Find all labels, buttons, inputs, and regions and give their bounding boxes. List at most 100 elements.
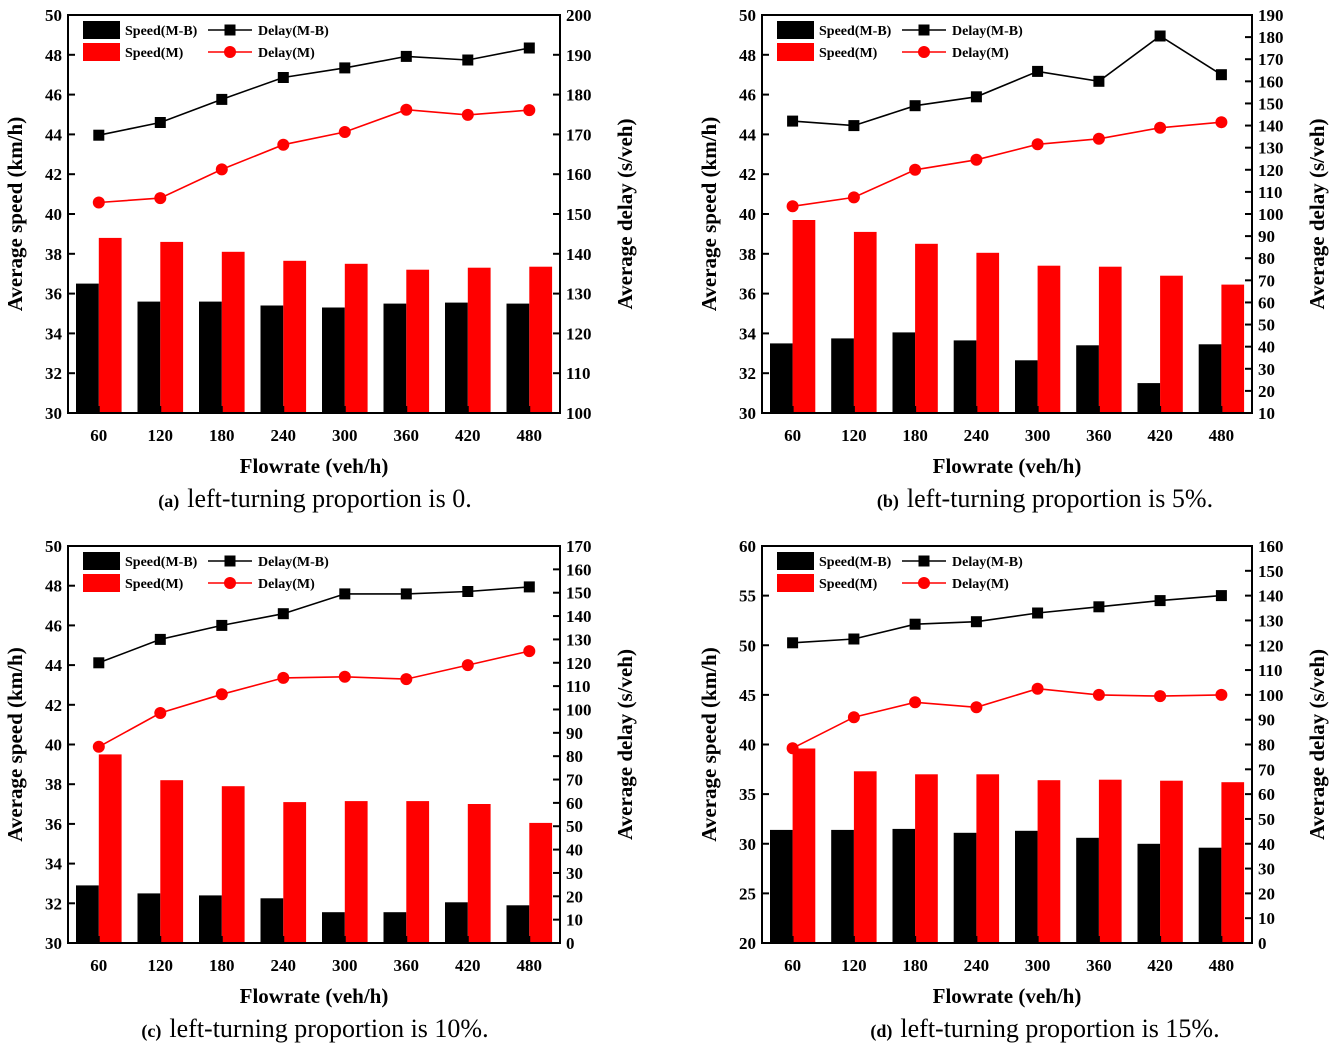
legend: Speed(M-B) Delay(M-B) Speed(M) Delay(M) [777,21,1023,61]
y2-tick-label: 130 [1258,139,1284,158]
bar [529,266,553,413]
y2-tick-label: 130 [566,285,592,304]
y2-tick-label: 20 [566,887,583,906]
y2-tick-label: 100 [566,700,592,719]
series-line [98,586,530,664]
legend-swatch-speed-mb [777,552,814,570]
data-point [786,742,799,755]
y2-tick-label: 80 [1258,249,1275,268]
x-axis-title: Flowrate (veh/h) [240,454,389,478]
y-tick-label: 60 [739,537,756,556]
data-point [1031,138,1044,151]
y-tick-label: 32 [739,364,756,383]
y2-tick-label: 50 [1258,810,1275,829]
legend-label-speed-mb: Speed(M-B) [819,555,892,570]
y2-tick-label: 40 [1258,835,1275,854]
data-point [1215,590,1227,602]
line-series-delay-mb [787,30,1227,132]
y2-tick-label: 180 [1258,28,1284,47]
y-axis-title: Average speed (km/h) [3,117,27,311]
bar [1137,383,1161,413]
series-line [98,650,530,748]
bar [199,895,222,943]
y2-tick-label: 150 [566,205,592,224]
x-tick-label: 300 [332,956,358,975]
caption-text: left-turning proportion is 0. [187,484,472,513]
y-tick-label: 35 [739,785,756,804]
y-tick-label: 38 [45,775,62,794]
y2-tick-label: 90 [1258,227,1275,246]
y2-tick-label: 160 [1258,72,1284,91]
x-tick-label: 420 [1147,956,1173,975]
y-tick-label: 34 [45,855,63,874]
bar [953,340,977,413]
x-tick-label: 300 [1025,426,1051,445]
x-tick-label: 60 [90,426,107,445]
x-tick-label: 240 [271,426,297,445]
legend-marker-delay-mb [224,24,236,36]
bar-series-speed-m [98,237,553,414]
y-tick-label: 34 [739,324,757,343]
y2-tick-label: 120 [566,654,592,673]
y-tick-label: 46 [739,86,756,105]
y2-tick-label: 0 [1258,934,1267,953]
y-tick-label: 42 [45,696,62,715]
legend-label-speed-m: Speed(M) [819,46,878,61]
bar [831,338,854,413]
x-tick-label: 480 [1209,426,1235,445]
data-point [1215,688,1228,701]
legend-label-speed-m: Speed(M) [125,577,184,592]
y-tick-label: 36 [45,815,62,834]
bar [98,754,122,943]
legend-label-delay-m: Delay(M) [952,577,1009,592]
y2-axis-title: Average delay (s/veh) [1305,649,1329,840]
data-point [909,163,922,176]
data-point [1032,607,1044,619]
y2-tick-label: 140 [566,607,592,626]
bar [199,301,222,413]
y2-tick-label: 60 [566,794,583,813]
y2-tick-label: 160 [566,560,592,579]
bar [221,251,245,413]
data-point [1154,690,1167,703]
x-tick-label: 120 [148,956,174,975]
y2-tick-label: 150 [566,584,592,603]
bar [76,283,99,413]
y-tick-label: 42 [739,165,756,184]
data-point [400,588,412,600]
legend-label-delay-m: Delay(M) [258,46,315,61]
y2-tick-label: 140 [566,245,592,264]
data-point [848,120,860,132]
bar [221,786,245,943]
y2-tick-label: 170 [566,537,592,556]
bar [1221,782,1245,943]
legend-marker-delay-mb [918,24,930,36]
chart-panel-b: 30 32 34 36 38 40 42 44 46 48 50 10 20 30 40 50 60 70 80 90… [697,6,1329,513]
legend-marker-delay-m [224,46,236,58]
bar-series-speed-m [792,220,1245,413]
data-point [523,645,536,658]
x-tick-label: 360 [1086,956,1112,975]
y-tick-label: 40 [45,736,62,755]
line-series-delay-m [786,682,1228,755]
y-tick-label: 38 [739,245,756,264]
data-point [461,659,474,672]
bar [383,912,407,943]
data-point [400,673,413,686]
bar [915,774,938,943]
data-point [1154,30,1166,42]
y-tick-label: 38 [45,245,62,264]
y2-tick-label: 100 [1258,205,1284,224]
y-tick-label: 32 [45,364,62,383]
data-point [909,618,921,630]
data-point [277,138,290,151]
data-point [277,608,289,620]
bar [160,241,184,413]
bar [1198,847,1222,943]
legend: Speed(M-B) Delay(M-B) Speed(M) Delay(M) [83,552,329,592]
data-point [400,50,412,62]
bar [467,267,491,413]
bar [445,302,468,413]
x-tick-label: 360 [394,426,420,445]
data-point [93,657,105,669]
